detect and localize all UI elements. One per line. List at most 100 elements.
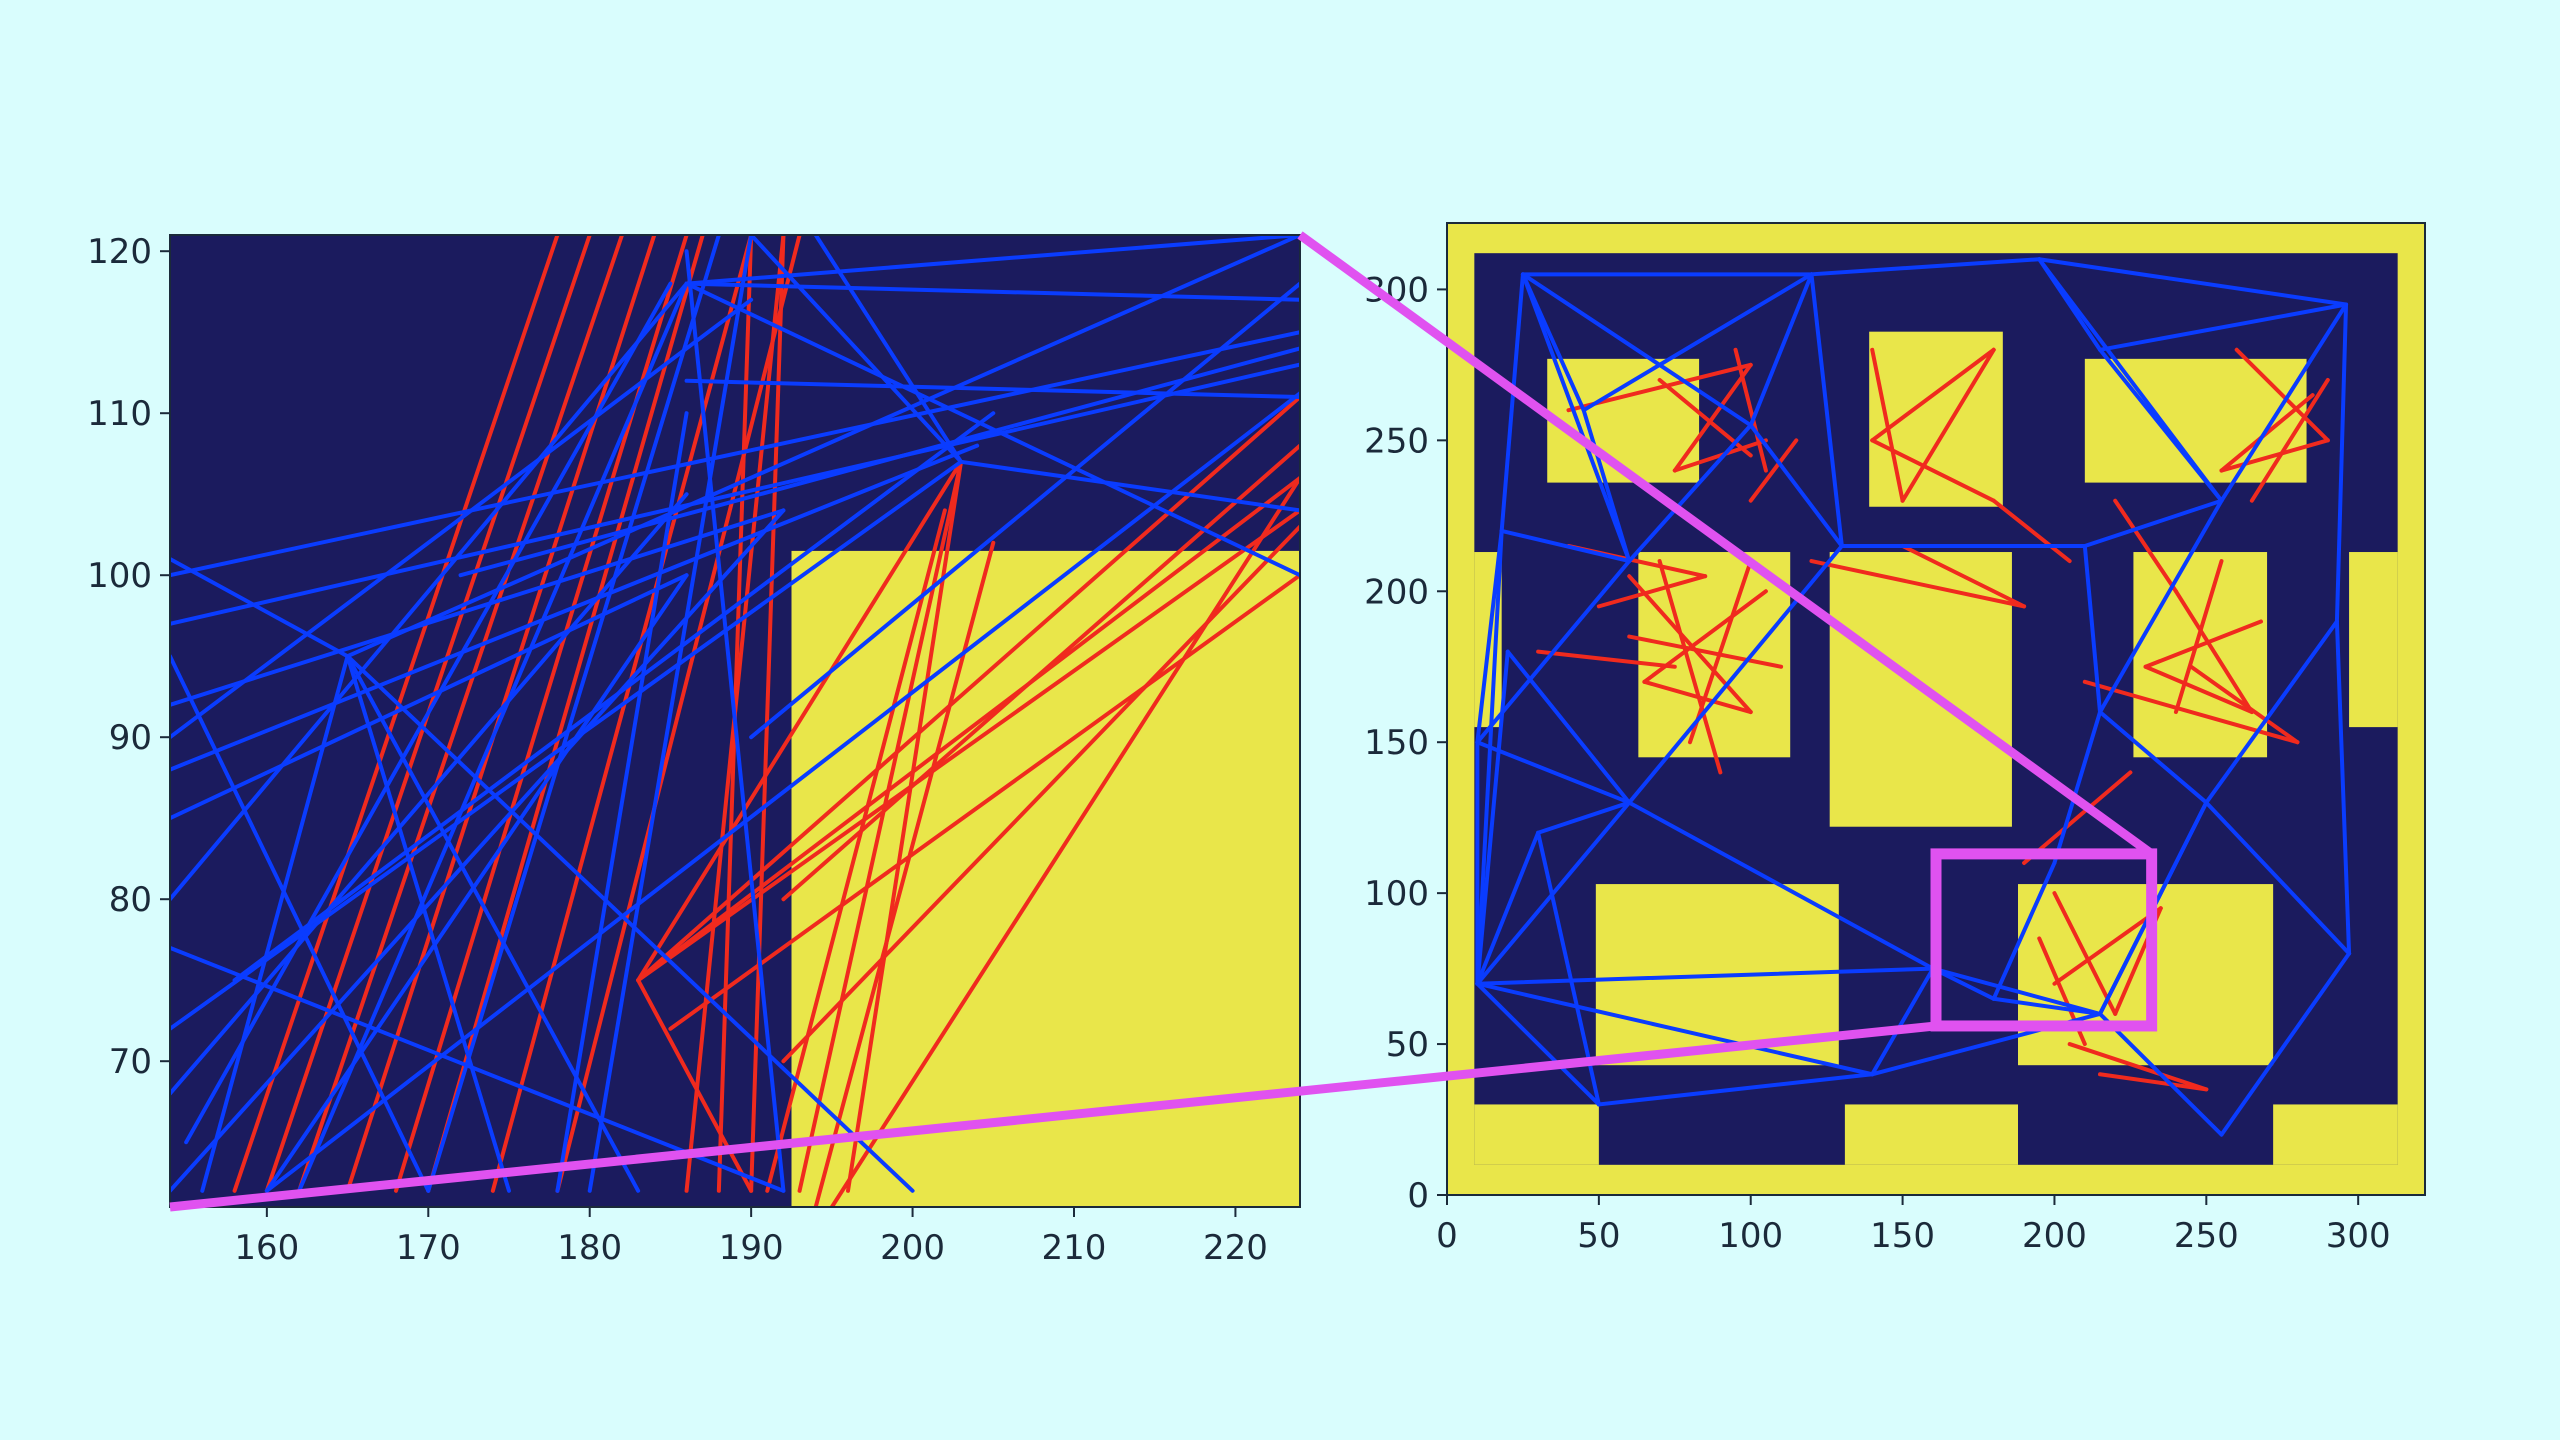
inset-infeasible-edge xyxy=(765,508,947,1193)
map-x-tick-label: 200 xyxy=(2022,1216,2087,1256)
map-y-tick-label: 200 xyxy=(1364,572,1429,612)
map-y-tick-label: 100 xyxy=(1364,874,1429,914)
map-feasible-edge xyxy=(1581,408,1632,564)
map-feasible-edge xyxy=(2204,800,2352,956)
inset-x-axis: 160 170 180 190 200 210 220 xyxy=(234,1207,1268,1268)
inset-infeasible-edge xyxy=(636,978,754,1193)
map-feasible-edge xyxy=(1991,996,2103,1016)
map-feasible-edge xyxy=(2052,710,2103,865)
inset-feasible-edge xyxy=(170,508,786,1193)
inset-y-tick-label: 70 xyxy=(109,1042,152,1082)
map-feasible-edge xyxy=(1475,966,1935,986)
inset-feasible-edge xyxy=(184,281,673,1145)
map-obstacle xyxy=(2349,552,2398,728)
map-infeasible-edge xyxy=(1809,559,2027,609)
map-feasible-edge xyxy=(1520,272,1632,564)
map-feasible-edge xyxy=(2219,302,2349,503)
map-infeasible-edge xyxy=(1536,649,1677,669)
map-y-tick-label: 250 xyxy=(1364,421,1429,461)
inset-feasible-edge xyxy=(345,235,1300,659)
inset-feasible-edge xyxy=(170,508,786,707)
inset-feasible-edge xyxy=(813,235,963,464)
map-x-tick-label: 0 xyxy=(1436,1216,1458,1256)
map-obstacle xyxy=(1447,1164,2425,1195)
map-feasible-edge xyxy=(2098,1011,2224,1137)
map-infeasible-edge xyxy=(1991,498,2072,564)
map-obstacle xyxy=(2397,223,2425,1195)
inset-feasible-edge xyxy=(170,362,1300,626)
map-feasible-edge xyxy=(1475,830,1541,986)
map-obstacle xyxy=(2133,552,2268,758)
map-feasible-edge xyxy=(2219,951,2352,1137)
map-infeasible-edge xyxy=(2143,619,2263,669)
inset-feasible-edge xyxy=(749,281,1300,740)
map-infeasible-edge xyxy=(2219,438,2330,473)
map-feasible-edge xyxy=(2082,498,2224,548)
map-feasible-edge xyxy=(1520,272,1753,428)
map-obstacle xyxy=(1447,223,2425,254)
map-feasible-edge xyxy=(1475,649,1510,986)
map-infeasible-edge xyxy=(1870,438,1996,503)
map-infeasible-edge xyxy=(2098,1072,2209,1092)
map-infeasible-edge xyxy=(2219,393,2315,473)
inset-y-tick-label: 80 xyxy=(109,880,152,920)
map-feasible-edge xyxy=(1596,1072,1875,1107)
map-feasible-edge xyxy=(1499,528,1632,564)
zoomed-inset-panel: 160 170 180 190 200 210 220 70 80 90 100 110 120 xyxy=(87,232,1301,1268)
map-infeasible-edge xyxy=(1870,347,1905,503)
map-x-axis: 0 50 100 150 200 250 300 xyxy=(1436,1195,2391,1256)
map-x-tick-label: 50 xyxy=(1577,1216,1620,1256)
inset-feasible-edge xyxy=(345,654,641,1193)
inset-feasible-edge xyxy=(170,443,980,772)
map-infeasible-edge xyxy=(2173,589,2254,715)
map-obstacle xyxy=(1844,1104,2019,1165)
inset-infeasible-edge xyxy=(636,508,1300,983)
inset-feasible-edge xyxy=(684,281,1300,302)
inset-feasible-edge xyxy=(200,654,350,1193)
map-infeasible-edge xyxy=(2067,1042,2209,1092)
map-infeasible-edge xyxy=(1672,362,1753,473)
map-feasible-edge xyxy=(2334,302,2349,624)
map-feasible-edge xyxy=(2082,543,2103,715)
map-feasible-edge xyxy=(2204,619,2339,805)
inset-feasible-edge xyxy=(684,378,1300,399)
map-feasible-edge xyxy=(1520,272,1586,413)
inset-feasible-edge xyxy=(555,411,689,1193)
map-infeasible-edge xyxy=(1596,574,1708,609)
map-infeasible-edge xyxy=(1900,347,1996,503)
map-infeasible-edge xyxy=(1900,543,2027,609)
map-infeasible-edge xyxy=(1627,634,1784,669)
inset-x-tick-label: 180 xyxy=(557,1228,622,1268)
inset-feasible-edge xyxy=(170,573,689,821)
inset-feasible-edge xyxy=(749,235,963,464)
map-x-tick-label: 300 xyxy=(2326,1216,2391,1256)
inset-infeasible-edge xyxy=(846,459,963,1193)
map-y-tick-label: 150 xyxy=(1364,723,1429,763)
inset-y-axis: 70 80 90 100 110 120 xyxy=(87,232,170,1082)
map-feasible-edge xyxy=(2098,302,2349,352)
inset-feasible-edge xyxy=(426,235,721,1193)
map-feasible-edge xyxy=(1991,860,2057,1001)
inset-x-tick-label: 220 xyxy=(1203,1228,1268,1268)
inset-feasible-edge xyxy=(959,459,1300,513)
map-infeasible-edge xyxy=(1657,559,1723,775)
inset-feasible-edge xyxy=(170,654,431,1193)
map-feasible-edge xyxy=(1930,966,2103,1016)
inset-infeasible-edge xyxy=(490,235,754,1193)
map-axes-frame xyxy=(1446,222,2426,1196)
inset-infeasible-edge xyxy=(636,459,963,983)
inset-feasible-edge xyxy=(170,281,689,902)
full-map-panel: 0 50 100 150 200 250 300 0 50 100 150 200 250 300 xyxy=(1364,222,2426,1256)
map-infeasible-edge xyxy=(2052,906,2163,986)
inset-infeasible-edge xyxy=(781,443,1300,902)
zoom-connector-top xyxy=(1297,231,2155,858)
inset-infeasible-edge xyxy=(636,476,1300,983)
inset-feasible-edges xyxy=(170,235,1300,1193)
map-feasible-edge xyxy=(1748,423,1844,548)
map-feasible-edge xyxy=(1475,740,1632,805)
map-x-tick-label: 100 xyxy=(1718,1216,1783,1256)
inset-infeasible-edge xyxy=(345,235,657,1193)
inset-infeasible-edge xyxy=(749,235,786,1193)
inset-feasible-edge xyxy=(170,557,350,659)
